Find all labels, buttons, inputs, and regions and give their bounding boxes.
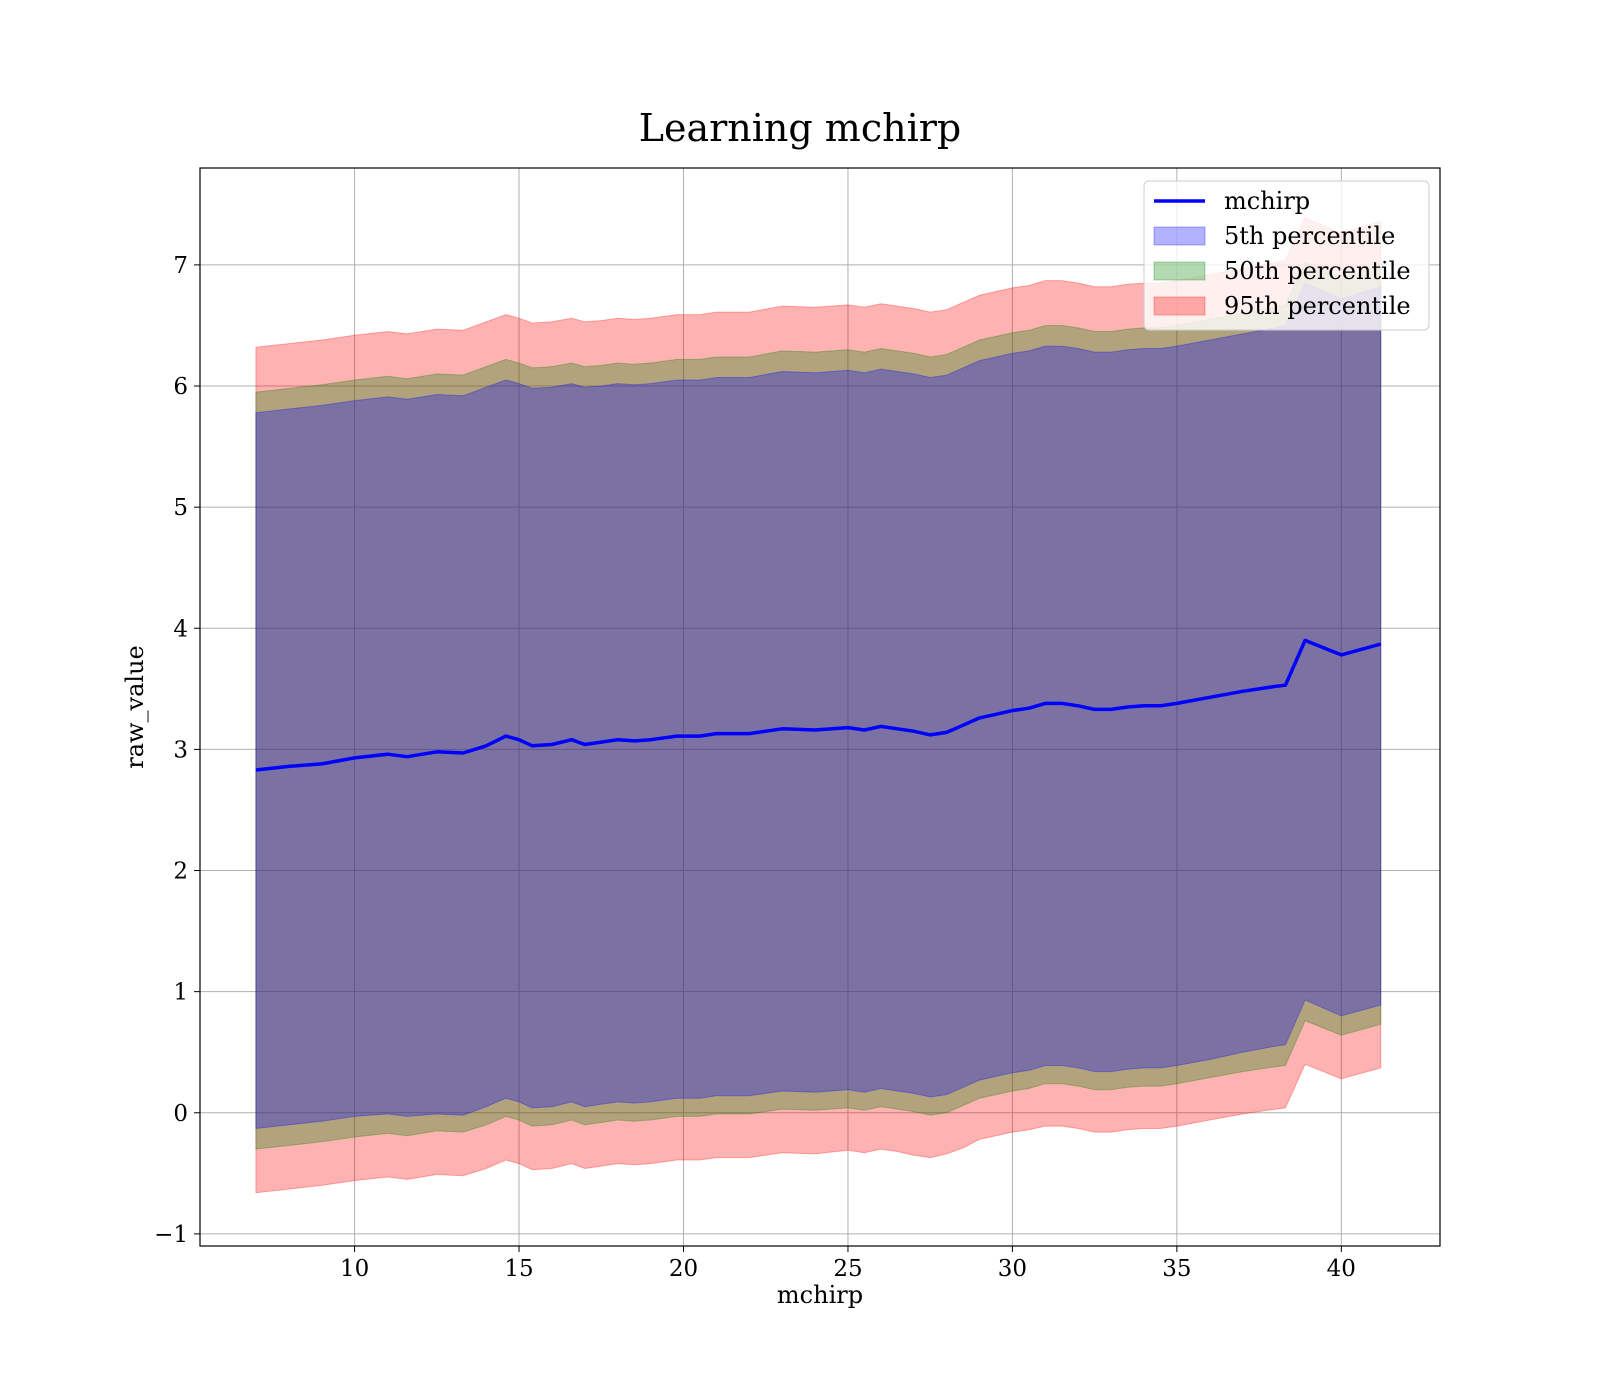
y-tick-label: 2 — [173, 859, 188, 885]
mchirp-series — [255, 638, 1382, 772]
x-tick-label: 15 — [504, 1256, 533, 1282]
y-tick-label: 5 — [173, 495, 188, 521]
x-tick-label: 10 — [340, 1256, 369, 1282]
band-95th-percentile — [255, 217, 1382, 1194]
legend: mchirp 5th percentile 50th percentile 95… — [1143, 180, 1430, 331]
legend-swatch-95th — [1153, 296, 1206, 316]
legend-label-5th: 5th percentile — [1224, 222, 1395, 250]
x-tick-label: 30 — [998, 1256, 1027, 1282]
y-tick-label: 1 — [173, 980, 188, 1006]
chart-title: Learning mchirp — [639, 106, 961, 150]
y-tick-label: 3 — [173, 737, 188, 763]
y-tick-label: 0 — [173, 1101, 188, 1127]
x-tick-label: 20 — [669, 1256, 698, 1282]
legend-label-50th: 50th percentile — [1224, 257, 1411, 285]
mchirp-line — [255, 638, 1382, 772]
y-gridlines — [200, 264, 1440, 1235]
y-axis-label: raw_value — [121, 645, 149, 769]
y-tick-label: −1 — [154, 1222, 188, 1248]
band-5th-percentile — [255, 282, 1382, 1130]
x-axis-ticks: 10 15 20 25 30 35 40 — [340, 1246, 1356, 1282]
legend-frame — [1143, 180, 1430, 331]
y-tick-label: 4 — [173, 616, 188, 642]
x-tick-label: 40 — [1327, 1256, 1356, 1282]
plot-frame — [199, 167, 1441, 1247]
x-tick-label: 35 — [1162, 1256, 1191, 1282]
legend-label-mchirp: mchirp — [1224, 187, 1310, 215]
legend-swatch-50th — [1153, 261, 1206, 281]
legend-label-95th: 95th percentile — [1224, 292, 1411, 320]
y-tick-label: 7 — [173, 253, 188, 279]
band-50th-percentile — [255, 261, 1382, 1150]
x-gridlines — [354, 168, 1342, 1246]
y-tick-label: 6 — [173, 374, 188, 400]
percentile-bands — [255, 217, 1382, 1194]
x-axis-label: mchirp — [777, 1281, 863, 1309]
legend-swatch-5th — [1153, 226, 1206, 246]
x-tick-label: 25 — [833, 1256, 862, 1282]
y-axis-ticks: −1 0 1 2 3 4 5 6 7 — [154, 253, 200, 1248]
